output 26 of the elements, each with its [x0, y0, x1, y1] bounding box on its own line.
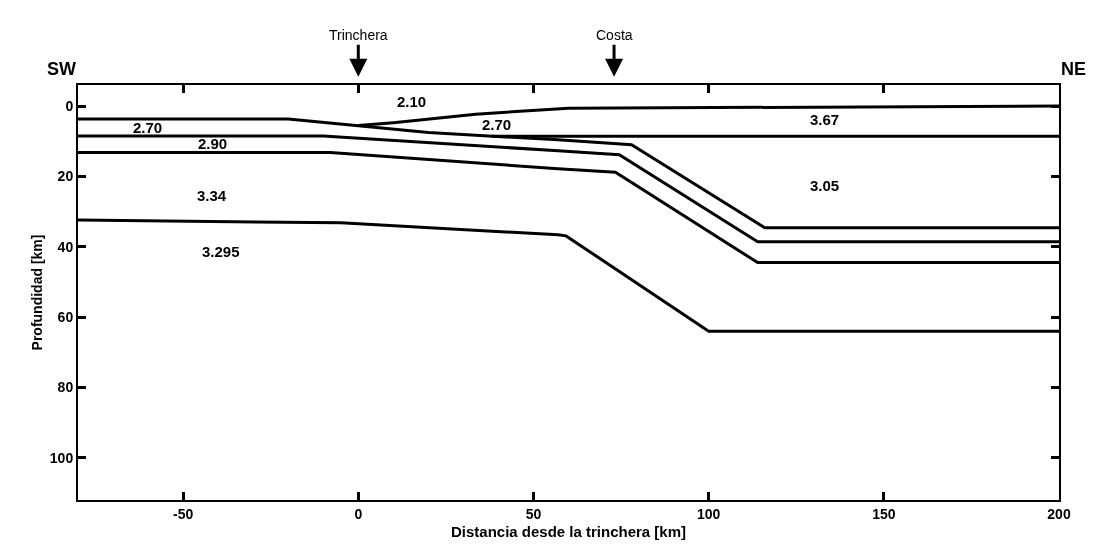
- text: SW: [47, 59, 77, 79]
- y-tick-label: 80: [57, 379, 74, 396]
- y-tick-label: 40: [57, 238, 74, 255]
- y-tick-label: 20: [57, 168, 74, 185]
- text: NE: [1061, 59, 1087, 79]
- annotation: Trinchera: [329, 27, 388, 43]
- x-tick-label: 200: [1047, 505, 1071, 522]
- annotation: 3.05: [810, 177, 840, 194]
- annotation: 2.70: [133, 119, 163, 136]
- y-tick-label: 0: [65, 98, 74, 114]
- annotation: 2.70: [482, 116, 512, 133]
- y-tick-label: 60: [57, 309, 74, 326]
- annotation: 3.34: [197, 187, 227, 204]
- annotation: 2.90: [198, 135, 228, 152]
- x-tick-label: -50: [172, 505, 194, 522]
- x-axis-title: Distancia desde la trinchera [km]: [450, 523, 687, 541]
- annotation: 3.295: [202, 243, 240, 260]
- annotation: 3.67: [810, 111, 840, 128]
- annotation: 2.10: [397, 93, 427, 110]
- y-tick-label: 100: [49, 449, 74, 466]
- annotation: Costa: [596, 27, 633, 43]
- y-axis-title: Profundidad [km]: [28, 234, 45, 351]
- x-tick-label: 0: [354, 505, 363, 522]
- x-tick-label: 100: [696, 505, 721, 522]
- x-tick-label: 150: [872, 505, 896, 522]
- x-tick-label: 50: [525, 505, 542, 522]
